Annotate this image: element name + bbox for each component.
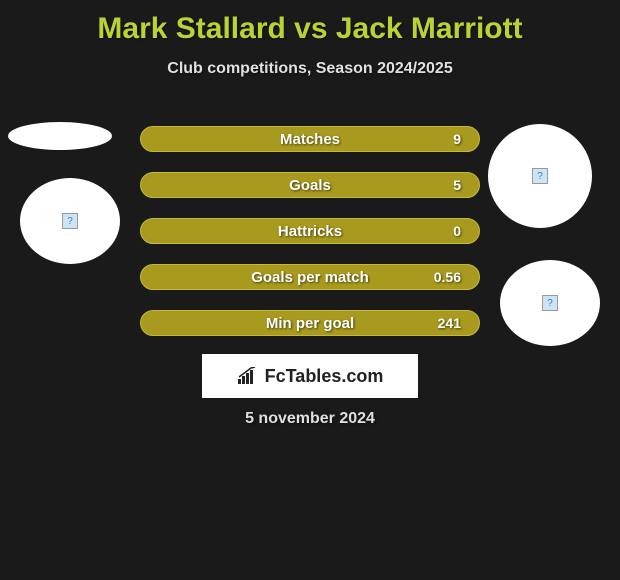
player-ellipse-left-top (8, 122, 112, 150)
image-placeholder-icon: ? (532, 168, 548, 184)
page-subtitle: Club competitions, Season 2024/2025 (0, 60, 620, 78)
stats-bars: Matches 9 Goals 5 Hattricks 0 Goals per … (140, 126, 480, 356)
brand-text: FcTables.com (237, 366, 384, 387)
stat-label: Min per goal (266, 315, 354, 332)
image-placeholder-icon: ? (62, 213, 78, 229)
stat-label: Hattricks (278, 223, 342, 240)
stat-value: 241 (438, 315, 461, 331)
stat-value: 0 (453, 223, 461, 239)
date-label: 5 november 2024 (245, 410, 375, 428)
player-circle-right-top: ? (488, 124, 592, 228)
brand-label: FcTables.com (265, 366, 384, 387)
brand-badge: FcTables.com (202, 354, 418, 398)
stat-bar-goals-per-match: Goals per match 0.56 (140, 264, 480, 290)
stat-label: Matches (280, 131, 340, 148)
brand-chart-icon (237, 367, 259, 385)
stat-bar-min-per-goal: Min per goal 241 (140, 310, 480, 336)
stat-value: 0.56 (434, 269, 461, 285)
stat-bar-matches: Matches 9 (140, 126, 480, 152)
player-circle-left: ? (20, 178, 120, 264)
stat-value: 9 (453, 131, 461, 147)
stat-bar-goals: Goals 5 (140, 172, 480, 198)
player-circle-right-bottom: ? (500, 260, 600, 346)
stat-label: Goals (289, 177, 331, 194)
stat-bar-hattricks: Hattricks 0 (140, 218, 480, 244)
stat-value: 5 (453, 177, 461, 193)
stat-label: Goals per match (251, 269, 369, 286)
page-title: Mark Stallard vs Jack Marriott (0, 0, 620, 46)
image-placeholder-icon: ? (542, 295, 558, 311)
